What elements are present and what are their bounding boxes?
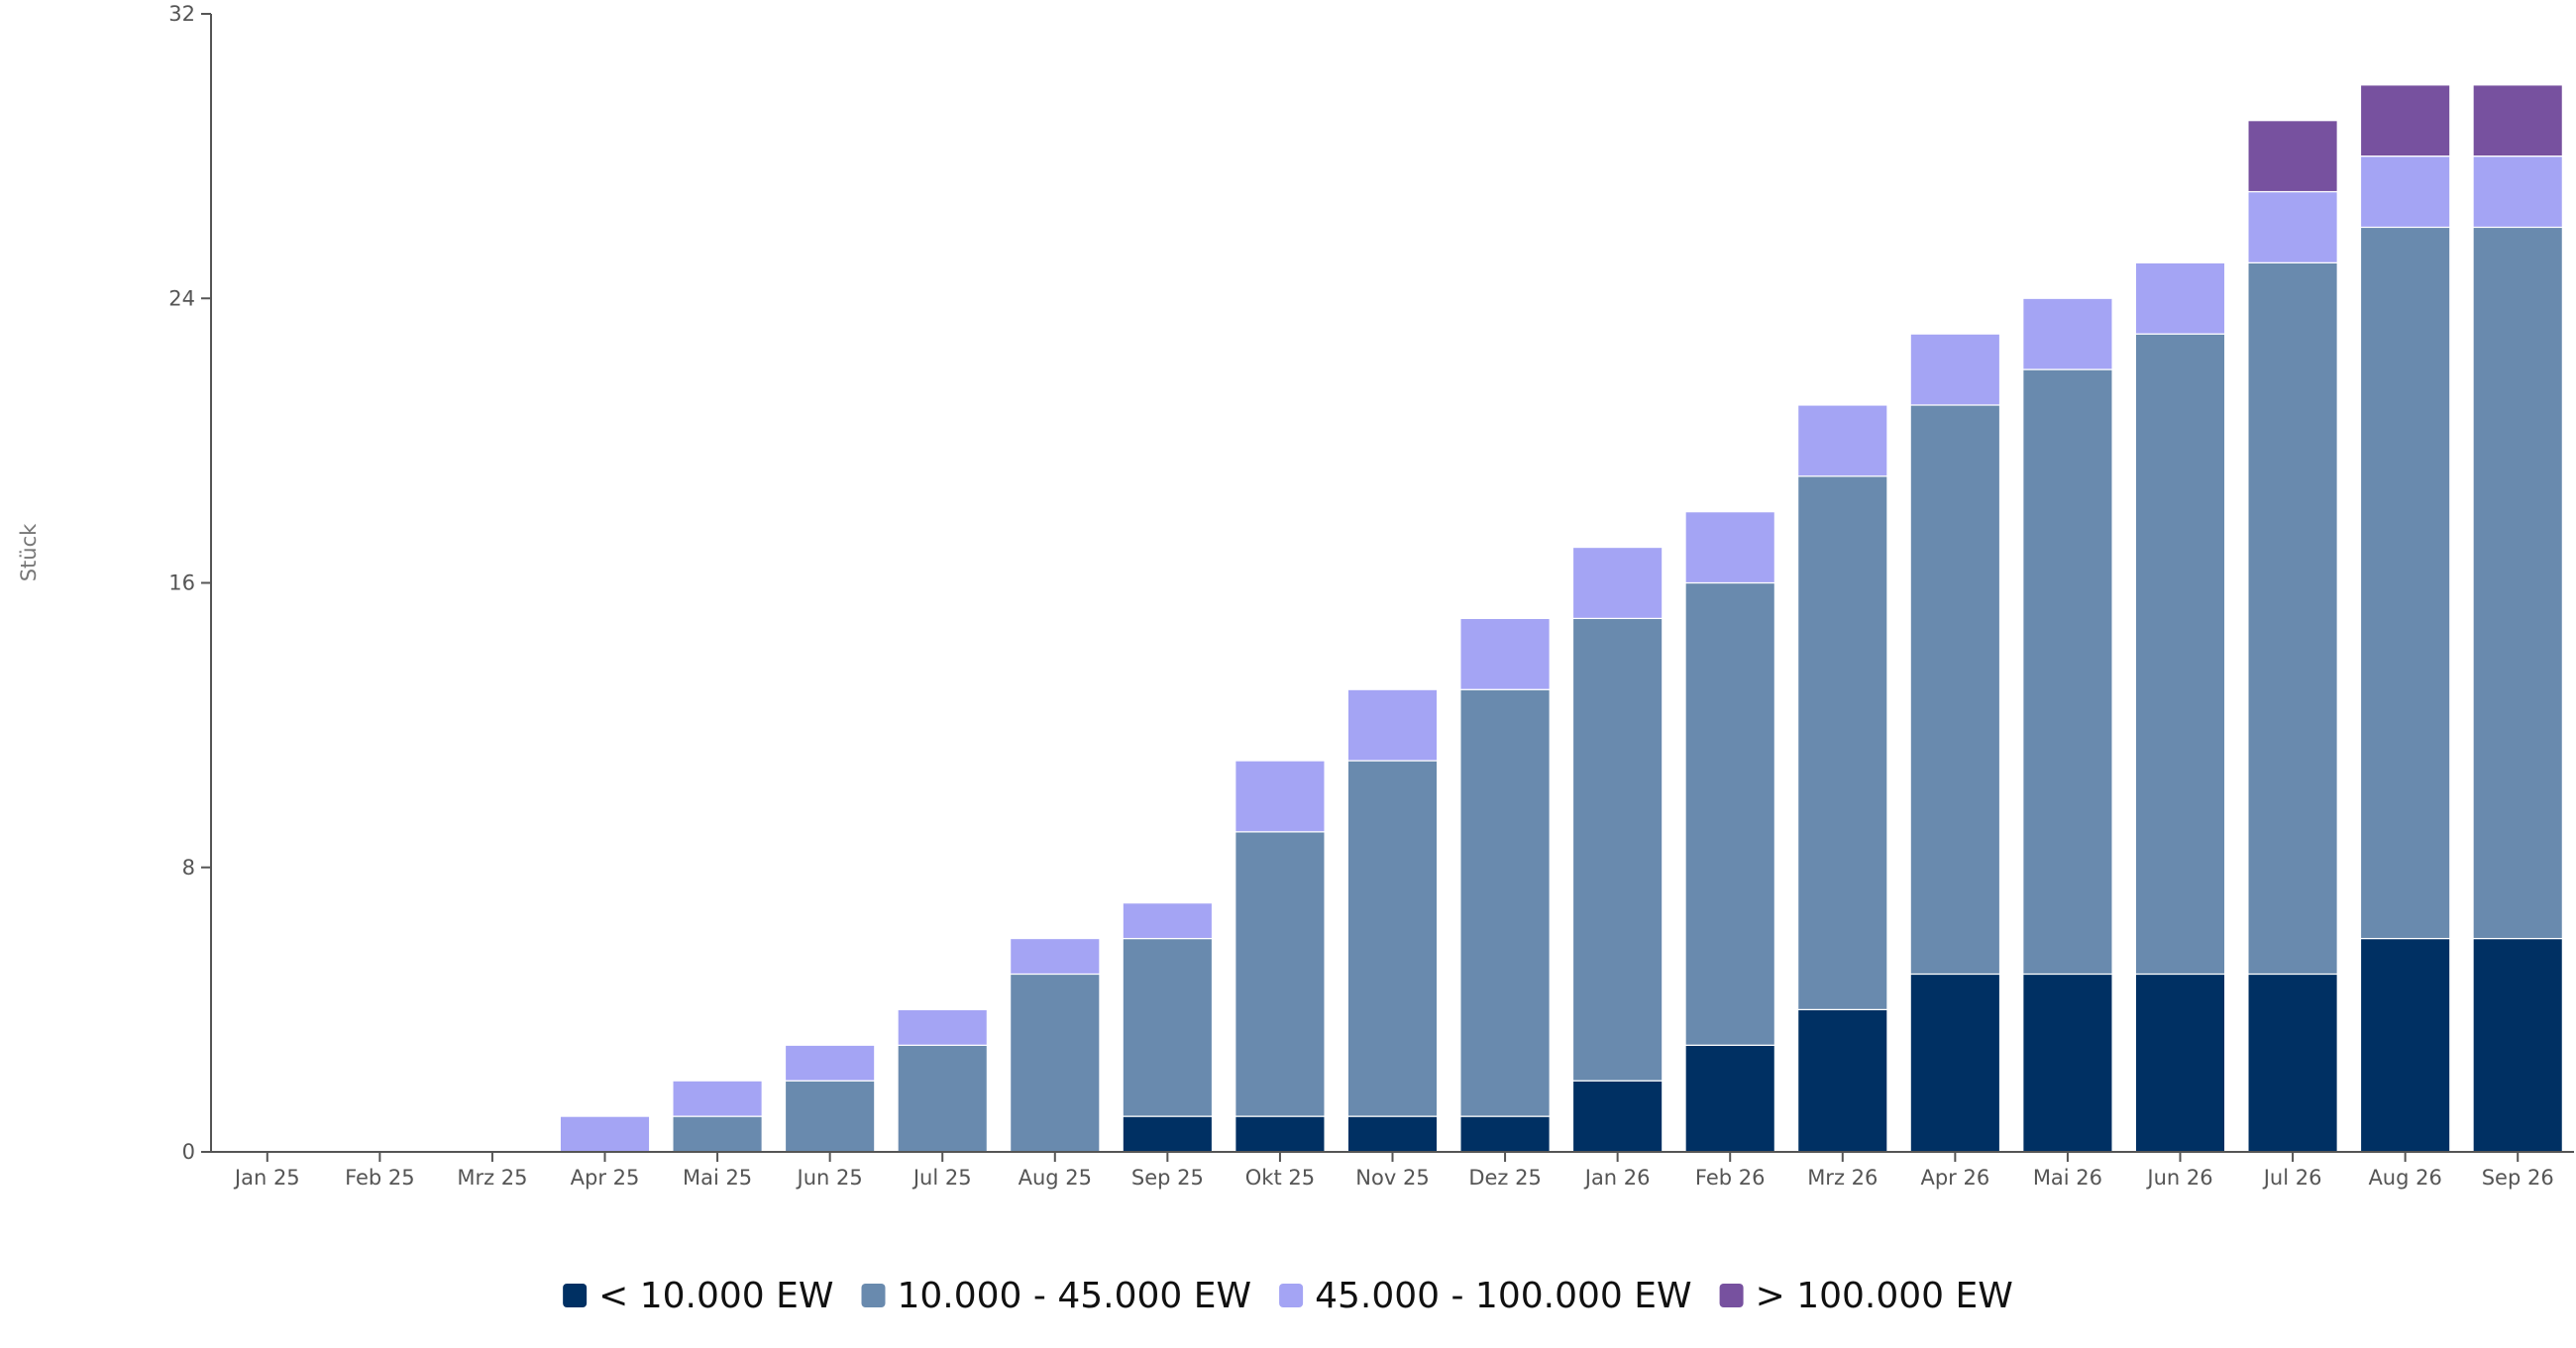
bar-segment-3-sep-25 bbox=[1122, 902, 1214, 940]
x-tick-label: Apr 26 bbox=[1920, 1166, 1989, 1190]
bar-segment-2-sep-26 bbox=[2472, 226, 2563, 940]
bar-segment-1-sep-26 bbox=[2472, 937, 2563, 1153]
x-tick-label: Nov 25 bbox=[1355, 1166, 1429, 1190]
bar-segment-2-mai-26 bbox=[2022, 368, 2113, 976]
legend-label: > 100.000 EW bbox=[1756, 1276, 2013, 1316]
bar-segment-1-sep-25 bbox=[1122, 1115, 1214, 1153]
bar-segment-2-jul-25 bbox=[897, 1044, 988, 1153]
bar-segment-1-nov-25 bbox=[1346, 1115, 1439, 1153]
x-tick-label: Mrz 25 bbox=[457, 1166, 527, 1190]
bar-segment-3-apr-26 bbox=[1909, 333, 2001, 406]
x-tick-label: Okt 25 bbox=[1245, 1166, 1315, 1190]
bar-segment-3-feb-26 bbox=[1684, 511, 1775, 584]
x-tick-label: Mai 26 bbox=[2033, 1166, 2102, 1190]
legend-item-4[interactable]: > 100.000 EW bbox=[1719, 1276, 2013, 1316]
x-tick-label: Aug 26 bbox=[2368, 1166, 2441, 1190]
legend-swatch bbox=[563, 1284, 588, 1307]
bar-segment-2-sep-25 bbox=[1122, 937, 1214, 1117]
bar-segment-2-nov-25 bbox=[1346, 760, 1439, 1117]
y-axis-ticks: 0 8 16 24 32 bbox=[168, 2, 211, 1164]
x-tick-label: Aug 25 bbox=[1019, 1166, 1092, 1190]
bar-segment-2-jan-26 bbox=[1571, 617, 1664, 1082]
bar-segment-4-jul-26 bbox=[2247, 120, 2338, 193]
bar-segment-4-aug-26 bbox=[2359, 84, 2451, 157]
legend-item-3[interactable]: 45.000 - 100.000 EW bbox=[1279, 1276, 1692, 1316]
bar-segment-2-mrz-26 bbox=[1797, 475, 1888, 1010]
y-tick-label: 32 bbox=[168, 2, 195, 26]
bar-segment-1-jun-26 bbox=[2134, 973, 2226, 1153]
y-tick-label: 8 bbox=[182, 856, 195, 880]
bar-segment-2-jun-25 bbox=[784, 1080, 876, 1153]
legend-item-1[interactable]: < 10.000 EW bbox=[563, 1276, 834, 1316]
legend-label: 10.000 - 45.000 EW bbox=[898, 1276, 1252, 1316]
bar-segment-2-feb-26 bbox=[1684, 581, 1775, 1046]
legend-item-2[interactable]: 10.000 - 45.000 EW bbox=[861, 1276, 1252, 1316]
legend-swatch bbox=[861, 1284, 886, 1307]
x-tick-label: Feb 25 bbox=[345, 1166, 415, 1190]
bar-segment-3-jun-25 bbox=[784, 1044, 876, 1082]
bar-segment-2-mai-25 bbox=[672, 1115, 763, 1153]
bar-segment-2-jul-26 bbox=[2247, 261, 2338, 976]
bar-segment-3-sep-26 bbox=[2472, 156, 2563, 229]
legend-swatch bbox=[1279, 1284, 1304, 1307]
x-tick-label: Jul 26 bbox=[2262, 1166, 2322, 1190]
legend: < 10.000 EW 10.000 - 45.000 EW 45.000 - 10… bbox=[563, 1276, 2013, 1316]
x-tick-label: Sep 25 bbox=[1131, 1166, 1204, 1190]
bar-segment-1-dez-25 bbox=[1459, 1115, 1551, 1153]
x-tick-label: Jan 25 bbox=[233, 1166, 300, 1190]
legend-label: 45.000 - 100.000 EW bbox=[1315, 1276, 1692, 1316]
bar-segment-2-jun-26 bbox=[2134, 333, 2226, 976]
x-tick-label: Jul 25 bbox=[912, 1166, 972, 1190]
bar-segment-3-nov-25 bbox=[1346, 688, 1439, 762]
x-tick-label: Jan 26 bbox=[1583, 1166, 1651, 1190]
bar-segment-3-jan-26 bbox=[1571, 546, 1664, 620]
bar-segment-2-apr-26 bbox=[1909, 404, 2001, 976]
x-tick-label: Mai 25 bbox=[683, 1166, 752, 1190]
x-tick-label: Feb 26 bbox=[1695, 1166, 1766, 1190]
bar-segment-3-aug-25 bbox=[1010, 937, 1101, 976]
bar-segment-3-mai-25 bbox=[672, 1080, 763, 1117]
y-axis-title: Stück bbox=[17, 523, 41, 581]
y-tick-label: 0 bbox=[182, 1140, 195, 1164]
y-tick-label: 24 bbox=[168, 286, 195, 310]
bar-segment-1-jul-26 bbox=[2247, 973, 2338, 1153]
bar-segment-4-sep-26 bbox=[2472, 84, 2563, 157]
bar-segment-3-apr-25 bbox=[559, 1115, 651, 1153]
x-tick-label: Dez 25 bbox=[1468, 1166, 1542, 1190]
bar-segment-2-okt-25 bbox=[1234, 831, 1326, 1117]
bar-segment-1-apr-26 bbox=[1909, 973, 2001, 1153]
bars-layer bbox=[559, 84, 2563, 1153]
bar-segment-1-feb-26 bbox=[1684, 1044, 1775, 1153]
x-tick-label: Jun 25 bbox=[796, 1166, 863, 1190]
x-tick-label: Mrz 26 bbox=[1807, 1166, 1878, 1190]
bar-segment-3-aug-26 bbox=[2359, 156, 2451, 229]
bar-segment-3-jul-25 bbox=[897, 1008, 988, 1046]
bar-segment-3-mrz-26 bbox=[1797, 404, 1888, 477]
x-axis-ticks: Jan 25 Feb 25 Mrz 25 Apr 25 Mai 25 Jun 25 Jul … bbox=[233, 1152, 2554, 1190]
bar-segment-1-okt-25 bbox=[1234, 1115, 1326, 1153]
bar-segment-3-okt-25 bbox=[1234, 760, 1326, 833]
legend-swatch bbox=[1719, 1284, 1744, 1307]
bar-segment-1-mai-26 bbox=[2022, 973, 2113, 1153]
bar-segment-3-mai-26 bbox=[2022, 297, 2113, 370]
x-tick-label: Jun 26 bbox=[2145, 1166, 2212, 1190]
bar-segment-3-dez-25 bbox=[1459, 617, 1551, 690]
bar-segment-2-dez-25 bbox=[1459, 688, 1551, 1117]
bar-segment-2-aug-26 bbox=[2359, 226, 2451, 940]
legend-label: < 10.000 EW bbox=[598, 1276, 833, 1316]
x-tick-label: Apr 25 bbox=[571, 1166, 640, 1190]
bar-segment-2-aug-25 bbox=[1010, 973, 1101, 1153]
x-tick-label: Sep 26 bbox=[2482, 1166, 2554, 1190]
bar-segment-3-jul-26 bbox=[2247, 190, 2338, 263]
y-tick-label: 16 bbox=[168, 571, 195, 595]
bar-segment-3-jun-26 bbox=[2134, 261, 2226, 335]
bar-segment-1-jan-26 bbox=[1571, 1080, 1664, 1153]
bar-segment-1-mrz-26 bbox=[1797, 1008, 1888, 1153]
bar-segment-1-aug-26 bbox=[2359, 937, 2451, 1153]
